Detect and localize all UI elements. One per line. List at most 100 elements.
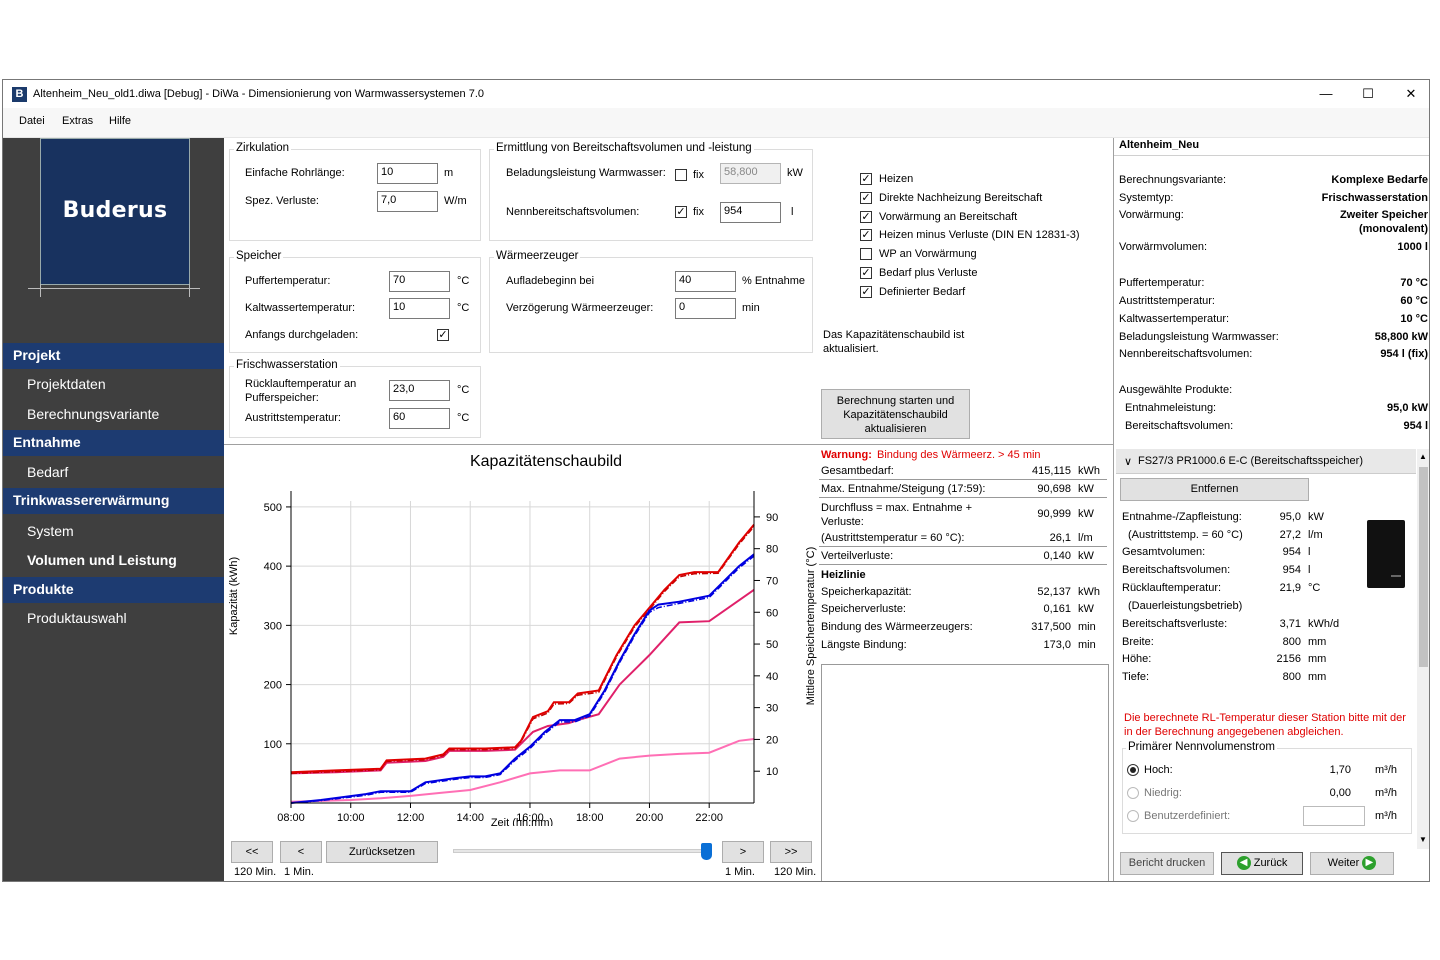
remove-button[interactable]: Entfernen <box>1120 478 1309 501</box>
nav-item-bedarf[interactable]: Bedarf <box>27 464 69 480</box>
input-austrittstemperatur[interactable]: 60 <box>389 408 450 429</box>
last-button[interactable]: >> <box>770 841 812 863</box>
product-spec-label: Bereitschaftsvolumen: <box>1122 564 1231 576</box>
flow-custom-input[interactable] <box>1303 806 1365 826</box>
result-label: (Austrittstemperatur = 60 °C): <box>821 532 965 544</box>
input-nennbereitschaftsvolumen[interactable]: 954 <box>720 202 781 223</box>
label-austrittstemperatur: Austrittstemperatur: <box>245 412 341 424</box>
close-button[interactable]: ✕ <box>1405 86 1417 101</box>
chart-series-line <box>290 555 755 804</box>
chevron-down-icon[interactable]: ∨ <box>1124 456 1133 468</box>
result-value: 415,115 <box>1032 465 1071 477</box>
first-button[interactable]: << <box>231 841 273 863</box>
product-spec-value: 800 <box>1282 636 1301 648</box>
nav-section-entnahme[interactable]: Entnahme <box>3 430 224 456</box>
result-label: Max. Entnahme/Steigung (17:59): <box>821 483 986 495</box>
status-text: Das Kapazitätenschaubild ist aktualisier… <box>823 329 965 355</box>
input-beladungsleistung[interactable]: 58,800 <box>720 163 781 184</box>
product-spec-unit: l <box>1308 564 1311 576</box>
maximize-button[interactable]: ☐ <box>1362 86 1374 101</box>
next-button[interactable]: > <box>722 841 764 863</box>
next-page-button[interactable]: Weiter ▶ <box>1310 852 1394 875</box>
checkbox-anfangs-durchgeladen[interactable]: ✓ <box>437 329 449 341</box>
menu-datei[interactable]: Datei <box>19 115 45 127</box>
reset-button[interactable]: Zurücksetzen <box>326 841 438 863</box>
label-fix: fix <box>693 169 704 181</box>
time-slider[interactable] <box>453 843 712 860</box>
input-aufladebeginn[interactable]: 40 <box>675 271 736 292</box>
legend-checkbox[interactable]: ✓ <box>860 191 872 204</box>
separator <box>819 479 1107 480</box>
print-report-button[interactable]: Bericht drucken <box>1120 852 1214 875</box>
chart-title: Kapazitätenschaubild <box>470 453 622 470</box>
result-value: 0,140 <box>1043 550 1071 562</box>
label-anfangs-durchgeladen: Anfangs durchgeladen: <box>245 329 359 341</box>
radio-flow[interactable] <box>1127 764 1139 776</box>
legend-checkbox[interactable]: ✓ <box>860 267 872 279</box>
legend-checkbox[interactable]: ✓ <box>860 173 872 185</box>
scroll-up-icon[interactable]: ▲ <box>1419 452 1427 461</box>
chart-y-tick-label: 100 <box>264 739 282 751</box>
legend-checkbox[interactable]: ✓ <box>860 210 872 223</box>
group-title-zirkulation: Zirkulation <box>234 142 292 154</box>
heizlinie-unit: kWh <box>1078 586 1100 598</box>
minimize-button[interactable]: — <box>1319 86 1333 101</box>
unit-m: m <box>444 167 454 179</box>
chart-x-tick-label: 20:00 <box>636 812 664 824</box>
nav-item-system[interactable]: System <box>27 523 74 539</box>
heizlinie-title: Heizlinie <box>821 569 866 581</box>
input-kaltwassertemperatur[interactable]: 10 <box>389 298 450 319</box>
radio-flow[interactable] <box>1127 787 1139 799</box>
prev-button[interactable]: < <box>280 841 322 863</box>
nav-item-projektdaten[interactable]: Projektdaten <box>27 376 106 392</box>
legend-label: Direkte Nachheizung Bereitschaft <box>879 191 1043 204</box>
nav-item-produktauswahl[interactable]: Produktauswahl <box>27 610 127 626</box>
scroll-down-icon[interactable]: ▼ <box>1419 835 1427 844</box>
chart-x-tick-label: 14:00 <box>456 812 484 824</box>
chart-y2-tick-label: 40 <box>766 671 778 683</box>
nav-section-trinkwassererwaermung[interactable]: Trinkwassererwärmung <box>3 488 224 514</box>
chart-x-tick-label: 10:00 <box>337 812 365 824</box>
checkbox-leistung-fix[interactable] <box>675 169 687 181</box>
checkbox-volumen-fix[interactable]: ✓ <box>675 206 687 218</box>
nav-section-produkte[interactable]: Produkte <box>3 577 224 603</box>
chart-y-tick-label: 400 <box>264 561 282 573</box>
unit-w-m: W/m <box>444 195 467 207</box>
back-button[interactable]: ◀ Zurück <box>1221 852 1303 875</box>
chart-y2-tick-label: 80 <box>766 544 778 556</box>
menu-hilfe[interactable]: Hilfe <box>109 115 132 127</box>
result-unit: kWh <box>1078 465 1100 477</box>
input-verzoegerung[interactable]: 0 <box>675 298 736 319</box>
product-spec-value: 954 <box>1282 564 1301 576</box>
heizlinie-value: 52,137 <box>1037 586 1071 598</box>
calc-button[interactable]: Berechnung starten und Kapazitätenschaub… <box>821 389 970 439</box>
app-window: B Altenheim_Neu_old1.diwa [Debug] - DiWa… <box>2 79 1430 882</box>
legend-checkbox[interactable] <box>860 248 872 261</box>
chart-x-tick-label: 12:00 <box>397 812 425 824</box>
nav-item-berechnungsvariante[interactable]: Berechnungsvariante <box>27 406 160 422</box>
legend-checkbox[interactable]: ✓ <box>860 285 872 298</box>
summary-label: Austrittstemperatur: <box>1119 295 1215 307</box>
time-slider-thumb[interactable] <box>701 843 712 860</box>
radio-flow[interactable] <box>1127 810 1139 822</box>
scrollbar[interactable]: ▲ ▼ <box>1417 449 1429 849</box>
nav-item-volumen-und-leistung[interactable]: Volumen und Leistung <box>27 552 177 568</box>
summary-value: 58,800 kW <box>1374 331 1428 343</box>
product-spec-unit: l <box>1308 546 1311 558</box>
product-header[interactable] <box>1116 449 1416 474</box>
input-rohrlaenge[interactable]: 10 <box>377 163 438 184</box>
summary-label: Puffertemperatur: <box>1119 277 1205 289</box>
nav-section-projekt[interactable]: Projekt <box>3 343 224 369</box>
scrollbar-thumb[interactable] <box>1419 467 1428 667</box>
product-image-detail <box>1391 575 1401 577</box>
input-verluste[interactable]: 7,0 <box>377 191 438 212</box>
chart-x-tick-label: 16:00 <box>516 812 544 824</box>
chart-series-line <box>290 524 755 774</box>
label-fix: fix <box>693 206 704 218</box>
input-ruecklauftemperatur[interactable]: 23,0 <box>389 380 450 401</box>
legend-checkbox[interactable]: ✓ <box>860 229 872 242</box>
input-puffertemperatur[interactable]: 70 <box>389 271 450 292</box>
product-spec-value: 27,2 <box>1279 529 1301 541</box>
menu-extras[interactable]: Extras <box>62 115 94 127</box>
label-beladungsleistung: Beladungsleistung Warmwasser: <box>506 167 666 179</box>
